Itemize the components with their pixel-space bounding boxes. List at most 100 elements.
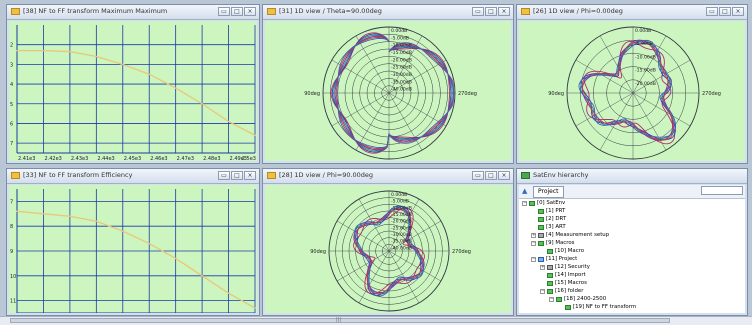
y-tick-label: 9 [10,249,13,255]
phi90-view-window[interactable]: [28] 1D view / Phi=90.00deg ▭ □ × 0.00dB -5… [262,168,514,316]
maximize-button[interactable]: □ [231,7,243,16]
hierarchy-icon [521,172,530,179]
maximize-button[interactable]: □ [485,171,497,180]
tree-node[interactable]: [10] Macro [547,248,584,255]
polar-spoke [358,250,390,304]
data-point [254,307,256,309]
phi0-view-titlebar[interactable]: [26] 1D view / Phi=0.00deg ▭ □ × [517,5,747,20]
ring-label: -20.00dB [635,81,656,87]
up-arrow-icon[interactable]: ▲ [522,187,528,195]
ring-label: -40.00dB [391,245,412,251]
tree-node-label: [16] folder [555,288,584,294]
eff-plot-titlebar[interactable]: [33] NF to FF transform Efficiency ▭ □ × [7,169,259,184]
maximize-button[interactable]: □ [231,171,243,180]
node-icon [565,305,571,310]
eff-plot-area[interactable]: 7 8 9 10 11 [9,185,257,313]
phi0-view-area[interactable]: 0.00dB -5.00dB -10.00dB -15.00dB -20.00dB 90d… [519,21,745,161]
tree-node[interactable]: [19] NF to FF transform [565,304,636,311]
expand-toggle-icon[interactable]: + [531,233,536,238]
y-tick-label: 7 [10,199,13,205]
polar-trace [580,43,676,141]
phi0-view-window[interactable]: [26] 1D view / Phi=0.00deg ▭ □ × 0.00dB -5.… [516,4,748,164]
minimize-button[interactable]: ▭ [472,7,484,16]
collapse-toggle-icon[interactable]: − [522,201,527,206]
minimize-button[interactable]: ▭ [218,7,230,16]
y-tick-label: 5 [10,102,13,108]
tree-node-label: [14] Import [555,272,586,278]
series-line [16,210,256,309]
tree-node[interactable]: − [11] Project [531,256,577,263]
ring-label: -20.00dB [391,219,412,225]
y-tick-label: 10 [10,274,16,280]
data-point [122,63,124,65]
max-plot-titlebar[interactable]: [38] NF to FF transform Maximum Maximum … [7,5,259,20]
window-title: [33] NF to FF transform Efficiency [23,171,133,179]
minimize-button[interactable]: ▭ [706,7,718,16]
ring-label: -15.00dB [391,50,412,56]
x-tick-label: 2.43e3 [71,156,88,161]
maximize-button[interactable]: □ [485,7,497,16]
node-icon [556,297,562,302]
tree-node[interactable]: − [9] Macros [531,240,574,247]
horizontal-scrollbar[interactable]: ||| [0,316,752,325]
tree-node[interactable]: [14] Import [547,272,586,279]
polar-spoke [336,220,390,252]
tree-node[interactable]: + [12] Security [540,264,590,271]
tree-node[interactable]: − [16] folder [540,288,584,295]
data-point [175,257,177,260]
eff-plot-window[interactable]: [33] NF to FF transform Efficiency ▭ □ × 7… [6,168,260,316]
tree-node-label: [4] Measurement setup [546,232,610,238]
collapse-toggle-icon[interactable]: − [531,241,536,246]
window-title: [38] NF to FF transform Maximum Maximum [23,7,168,15]
maximize-button[interactable]: □ [719,7,731,16]
minimize-button[interactable]: ▭ [472,171,484,180]
hierarchy-panel[interactable]: ▲ Project − [0] SatEnv [1] PRT [2] DRT [3] A… [519,185,745,313]
phi90-view-titlebar[interactable]: [28] 1D view / Phi=90.00deg ▭ □ × [263,169,513,184]
close-button[interactable]: × [244,7,256,16]
close-button[interactable]: × [498,7,510,16]
max-plot-area[interactable]: 2 3 4 5 6 7 2.41e3 2.42e3 2.43e3 2.44e3 2.45e3 2.46… [9,21,257,161]
window-title: [26] 1D view / Phi=0.00deg [533,7,623,15]
tree-node[interactable]: − [18] 2400-2500 [549,296,606,303]
data-point [148,242,150,245]
tree-node[interactable]: [3] ART [538,224,566,231]
expand-toggle-icon[interactable]: + [540,265,545,270]
polar-trace [583,40,676,145]
collapse-toggle-icon[interactable]: − [531,257,536,262]
tree-node[interactable]: − [0] SatEnv [522,200,565,207]
y-tick-label: 6 [10,121,13,127]
polar-trace [581,41,675,141]
hierarchy-window[interactable]: SatEnv hierarchy ▲ Project − [0] SatEnv [1… [516,168,748,316]
collapse-toggle-icon[interactable]: − [540,289,545,294]
max-plot-window[interactable]: [38] NF to FF transform Maximum Maximum … [6,4,260,164]
close-button[interactable]: × [732,7,744,16]
tree-node[interactable]: [1] PRT [538,208,565,215]
close-button[interactable]: × [498,171,510,180]
hierarchy-titlebar[interactable]: SatEnv hierarchy [517,169,747,184]
node-icon [538,225,544,230]
tree-node[interactable]: [2] DRT [538,216,566,223]
tree-node[interactable]: [15] Macros [547,280,587,287]
hierarchy-search-input[interactable] [701,186,743,195]
minimize-button[interactable]: ▭ [218,171,230,180]
data-point [227,120,230,123]
close-button[interactable]: × [244,171,256,180]
ring-label: -5.00dB [391,35,409,41]
x-tick-label: 2.48e3 [203,156,220,161]
theta-view-area[interactable]: 0.00dB -5.00dB -10.00dB -15.00dB -20.00dB -25… [265,21,511,161]
tree-node-label: [1] PRT [546,208,566,214]
scrollbar-thumb[interactable] [10,318,670,323]
series-line [17,49,256,136]
tree-node[interactable]: + [4] Measurement setup [531,232,610,239]
ring-label: -5.00dB [635,41,653,47]
tab-project[interactable]: Project [533,186,564,198]
hierarchy-toolbar: ▲ Project [519,185,745,199]
node-icon [538,217,544,222]
ring-label: -15.00dB [635,68,656,74]
theta-view-titlebar[interactable]: [31] 1D view / Theta=90.00deg ▭ □ × [263,5,513,20]
collapse-toggle-icon[interactable]: − [549,297,554,302]
phi90-view-area[interactable]: 0.00dB -5.00dB -10.00dB -15.00dB -20.00dB -25… [265,185,511,313]
angle-label-right: 270deg [702,91,721,97]
theta-view-window[interactable]: [31] 1D view / Theta=90.00deg ▭ □ × 0.00dB… [262,4,514,164]
ring-label: -10.00dB [635,54,656,60]
